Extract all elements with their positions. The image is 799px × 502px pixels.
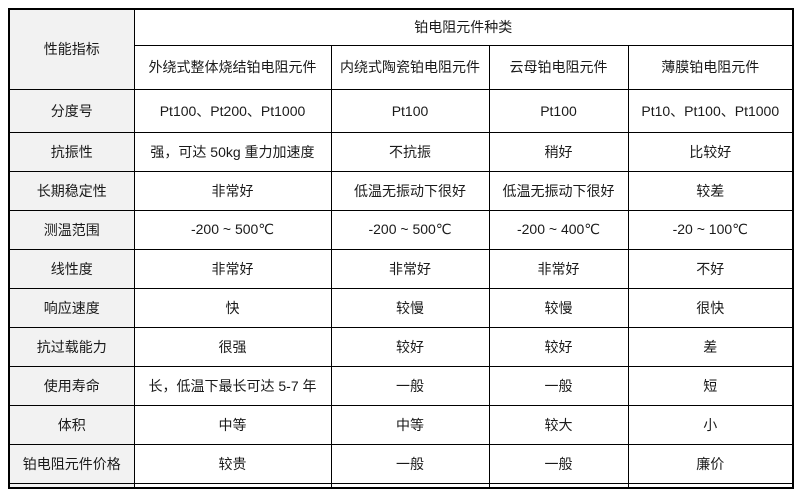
cell-value: 一般 — [330, 443, 490, 484]
cell-value: -200 ~ 500℃ — [133, 209, 332, 250]
cell-value: -200 ~ 500℃ — [330, 209, 490, 250]
cell-value: -20 ~ 100℃ — [627, 209, 794, 250]
row-label: 分度号 — [8, 88, 135, 133]
cell-value: 非常好 — [488, 248, 629, 289]
comparison-table: 性能指标 铂电阻元件种类 外绕式整体烧结铂电阻元件 内绕式陶瓷铂电阻元件 云母铂… — [8, 8, 794, 489]
table-row: 长期稳定性 非常好 低温无振动下很好 低温无振动下很好 较差 — [8, 170, 794, 211]
table-row: 线性度 非常好 非常好 非常好 不好 — [8, 248, 794, 289]
cell-value: 较好 — [330, 326, 490, 367]
row-label: 体积 — [8, 404, 135, 445]
cell-value: 中等 — [330, 404, 490, 445]
cell-value: 不抗振 — [330, 131, 490, 172]
row-label: 线性度 — [8, 248, 135, 289]
row-label: 抗过载能力 — [8, 326, 135, 367]
column-header: 外绕式整体烧结铂电阻元件 — [133, 44, 332, 90]
cell-value: 较好 — [488, 326, 629, 367]
cell-value: 较慢 — [330, 287, 490, 328]
group-header: 铂电阻元件种类 — [133, 8, 794, 46]
cell-value: 强，可达 50kg 重力加速度 — [133, 131, 332, 172]
cell-value: 快 — [133, 287, 332, 328]
cell-value: 较大 — [488, 404, 629, 445]
cell-value: 不好 — [627, 248, 794, 289]
cell-value: 很强 — [133, 326, 332, 367]
cell-value: 低温无振动下很好 — [488, 170, 629, 211]
row-label: 测温范围 — [8, 209, 135, 250]
table-row: 响应速度 快 较慢 较慢 很快 — [8, 287, 794, 328]
cell-value: 很快 — [627, 287, 794, 328]
table-row: 抗过载能力 很强 较好 较好 差 — [8, 326, 794, 367]
cell-value: 稍好 — [488, 131, 629, 172]
table-row: 测温范围 -200 ~ 500℃ -200 ~ 500℃ -200 ~ 400℃… — [8, 209, 794, 250]
table-row: 体积 中等 中等 较大 小 — [8, 404, 794, 445]
cell-value: 比较好 — [627, 131, 794, 172]
row-label: 响应速度 — [8, 287, 135, 328]
group-header-row: 性能指标 铂电阻元件种类 — [8, 8, 794, 90]
cell-value: 非常好 — [133, 170, 332, 211]
column-header: 云母铂电阻元件 — [488, 44, 629, 90]
column-header: 内绕式陶瓷铂电阻元件 — [330, 44, 490, 90]
column-header: 薄膜铂电阻元件 — [627, 44, 794, 90]
row-label: 长期稳定性 — [8, 170, 135, 211]
cell-value: 一般 — [330, 365, 490, 406]
empty-cell — [330, 482, 490, 489]
cell-value: 短 — [627, 365, 794, 406]
row-label: 使用寿命 — [8, 365, 135, 406]
row-label: 铂电阻元件价格 — [8, 443, 135, 484]
table-row: 铂电阻元件价格 较贵 一般 一般 廉价 — [8, 443, 794, 484]
empty-spacer-row — [8, 482, 794, 489]
cell-value: 较差 — [627, 170, 794, 211]
cell-value: 较贵 — [133, 443, 332, 484]
cell-value: 小 — [627, 404, 794, 445]
empty-cell — [488, 482, 629, 489]
cell-value: 一般 — [488, 365, 629, 406]
table-row: 分度号 Pt100、Pt200、Pt1000 Pt100 Pt100 Pt10、… — [8, 88, 794, 133]
cell-value: 一般 — [488, 443, 629, 484]
cell-value: Pt100 — [330, 88, 490, 133]
cell-value: 廉价 — [627, 443, 794, 484]
empty-cell — [8, 482, 135, 489]
cell-value: 非常好 — [330, 248, 490, 289]
cell-value: 长，低温下最长可达 5-7 年 — [133, 365, 332, 406]
empty-cell — [627, 482, 794, 489]
cell-value: Pt100、Pt200、Pt1000 — [133, 88, 332, 133]
column-header-row: 外绕式整体烧结铂电阻元件 内绕式陶瓷铂电阻元件 云母铂电阻元件 薄膜铂电阻元件 — [9, 44, 794, 90]
cell-value: 非常好 — [133, 248, 332, 289]
cell-value: 较慢 — [488, 287, 629, 328]
row-label: 抗振性 — [8, 131, 135, 172]
cell-value: Pt100 — [488, 88, 629, 133]
cell-value: -200 ~ 400℃ — [488, 209, 629, 250]
cell-value: Pt10、Pt100、Pt1000 — [627, 88, 794, 133]
empty-cell — [133, 482, 332, 489]
table-row: 使用寿命 长，低温下最长可达 5-7 年 一般 一般 短 — [8, 365, 794, 406]
cell-value: 差 — [627, 326, 794, 367]
cell-value: 低温无振动下很好 — [330, 170, 490, 211]
corner-header: 性能指标 — [8, 8, 135, 90]
cell-value: 中等 — [133, 404, 332, 445]
table-row: 抗振性 强，可达 50kg 重力加速度 不抗振 稍好 比较好 — [8, 131, 794, 172]
